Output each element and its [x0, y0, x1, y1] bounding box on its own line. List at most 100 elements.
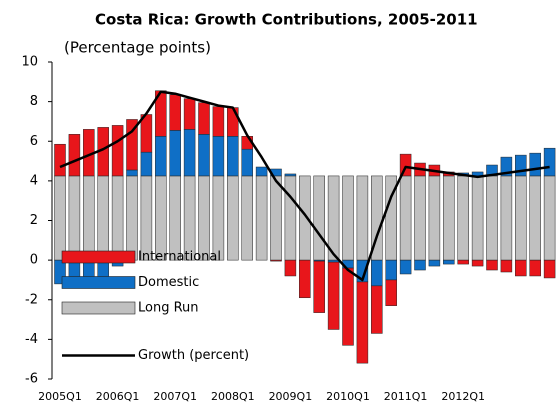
bar-segment — [371, 259, 383, 287]
y-tick-label: -6 — [25, 372, 38, 387]
legend-label: Growth (percent) — [138, 348, 249, 363]
bar-segment — [126, 119, 138, 171]
bar-segment — [543, 147, 556, 177]
bar-segment — [399, 153, 412, 177]
bar-segment — [111, 175, 124, 261]
bar-segment — [543, 259, 556, 279]
bar-segment — [241, 148, 253, 177]
bar-segment — [457, 175, 469, 261]
bar-segment — [515, 259, 527, 277]
legend-swatch — [61, 301, 136, 315]
y-tick-label: 6 — [30, 134, 38, 149]
bar-segment — [212, 175, 225, 261]
bar-segment — [198, 102, 210, 135]
legend: International Domestic Long Run Growth (per… — [61, 250, 249, 363]
x-tick-label: 2008Q1 — [211, 390, 255, 403]
bar-segment — [212, 136, 225, 177]
bar-segment — [385, 259, 397, 281]
bar-segment — [327, 261, 340, 330]
bar-segment — [486, 259, 498, 271]
bar-segment — [515, 175, 527, 261]
bar-segment — [183, 129, 196, 177]
legend-swatch — [61, 250, 136, 264]
bar-segment — [126, 175, 138, 261]
bar-segment — [255, 175, 268, 261]
y-tick-label: 10 — [21, 55, 38, 70]
y-tick-label: -2 — [25, 292, 38, 307]
bar-segment — [428, 259, 441, 267]
bar-segment — [284, 259, 297, 277]
bar-segment — [68, 175, 81, 261]
y-tick-label: 4 — [30, 173, 38, 188]
bar-segment — [428, 175, 441, 261]
bar-segment — [227, 136, 239, 177]
bar-segment — [140, 151, 153, 177]
growth-line — [59, 90, 550, 282]
bar-segment — [198, 175, 210, 261]
bar-segment — [529, 152, 541, 177]
x-tick-label: 2010Q1 — [326, 390, 370, 403]
bar-segment — [227, 107, 239, 137]
x-tick-label: 2009Q1 — [269, 390, 313, 403]
x-tick-label: 2005Q1 — [38, 390, 82, 403]
bar-segment — [83, 175, 95, 261]
legend-label: Long Run — [138, 301, 199, 316]
bar-segment — [227, 175, 239, 261]
bar-segment — [97, 175, 109, 261]
bar-segment — [155, 136, 167, 177]
bar-segment — [399, 259, 412, 275]
bar-segment — [515, 154, 527, 177]
bar-segment — [327, 259, 340, 263]
bar-segment — [543, 175, 556, 261]
bar-segment — [270, 259, 282, 262]
bar-segment — [284, 173, 297, 177]
legend-label: International — [138, 250, 221, 265]
bar-segment — [169, 175, 181, 261]
bar-segment — [54, 143, 66, 177]
bar-segment — [356, 175, 369, 261]
x-tick-label: 2007Q1 — [153, 390, 197, 403]
bar-segment — [169, 130, 181, 177]
bar-segment — [500, 156, 513, 177]
bar-segment — [500, 175, 513, 261]
legend-label: Domestic — [138, 275, 199, 290]
bar-segment — [198, 134, 210, 177]
bar-segment — [313, 260, 325, 313]
bar-segment — [54, 259, 66, 285]
y-tick-label: -4 — [25, 332, 38, 347]
x-tick-label: 2011Q1 — [384, 390, 428, 403]
bar-segment — [68, 134, 81, 177]
bar-segment — [414, 259, 426, 271]
bar-segment — [270, 175, 282, 261]
bar-segment — [399, 175, 412, 261]
bar-segment — [385, 279, 397, 306]
bar-segment — [371, 285, 383, 334]
bar-segment — [284, 175, 297, 261]
bar-segment — [183, 175, 196, 261]
bar-segment — [443, 259, 455, 265]
bar-segment — [529, 175, 541, 261]
bar-segment — [169, 94, 181, 131]
bar-segment — [414, 175, 426, 261]
bar-segment — [111, 125, 124, 177]
bar-segment — [356, 281, 369, 364]
y-tick-label: 0 — [30, 253, 38, 268]
x-tick-label: 2012Q1 — [441, 390, 485, 403]
bar-segment — [255, 166, 268, 177]
bar-segment — [342, 175, 354, 261]
chart-subtitle: (Percentage points) — [64, 39, 211, 57]
bar-segment — [342, 267, 354, 346]
bar-segment — [241, 175, 253, 261]
y-tick-label: 8 — [30, 94, 38, 109]
bar-segment — [313, 175, 325, 261]
bar-segment — [443, 175, 455, 261]
legend-swatch — [61, 276, 136, 289]
bar-segment — [471, 259, 484, 267]
bar-segment — [299, 259, 311, 299]
bar-segment — [140, 175, 153, 261]
bar-segment — [529, 259, 541, 277]
bar-segment — [212, 106, 225, 137]
bar-segment — [500, 259, 513, 273]
x-tick-label: 2006Q1 — [96, 390, 140, 403]
